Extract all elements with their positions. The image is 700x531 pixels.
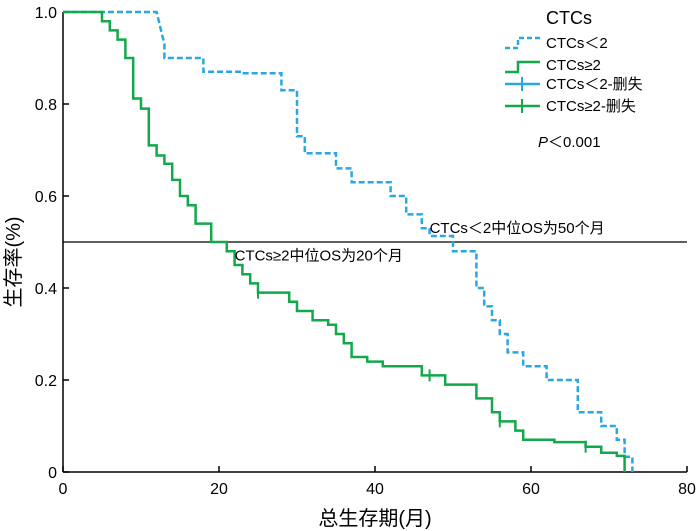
x-ticks: 0 20 40 60 80	[59, 466, 696, 498]
y-tick-label: 0.6	[35, 189, 57, 206]
legend-label-ctcs-ge2: CTCs≥2	[546, 57, 601, 74]
legend-label-ctcs-lt2-censor: CTCs＜2-删失	[546, 76, 643, 93]
legend-swatch-ctcs-lt2	[505, 36, 540, 50]
curve-ctcs-lt2	[63, 10, 634, 472]
censor-marks	[257, 286, 587, 453]
p-value: P＜0.001	[538, 134, 601, 151]
x-tick-label: 0	[59, 481, 68, 498]
median-os-annotation-lt2: CTCs＜2中位OS为50个月	[430, 220, 605, 237]
y-tick-label: 0.2	[35, 373, 57, 390]
x-axis-title: 总生存期(月)	[318, 507, 431, 530]
y-tick-label: 0.4	[35, 281, 57, 298]
legend-title: CTCs	[546, 8, 592, 28]
y-tick-label: 1.0	[35, 5, 57, 22]
legend-swatch-ctcs-ge2	[505, 60, 540, 74]
x-tick-label: 40	[366, 481, 384, 498]
legend: CTCs CTCs＜2 CTCs≥2 CTCs＜2-删失 CTCs≥2-删失 P…	[505, 8, 643, 151]
y-ticks: 0 0.2 0.4 0.6 0.8 1.0	[35, 5, 69, 482]
legend-label-ctcs-ge2-censor: CTCs≥2-删失	[546, 98, 636, 115]
y-tick-label: 0.8	[35, 97, 57, 114]
p-value-symbol: P	[538, 134, 548, 151]
y-axis-title: 生存率(%)	[2, 216, 25, 307]
y-tick-label: 0	[48, 465, 57, 482]
legend-label-ctcs-lt2: CTCs＜2	[546, 35, 608, 52]
median-os-annotation-ge2: CTCs≥2中位OS为20个月	[235, 247, 403, 264]
p-value-text: ＜0.001	[548, 134, 601, 151]
x-tick-label: 80	[678, 481, 696, 498]
x-tick-label: 20	[210, 481, 228, 498]
x-tick-label: 60	[522, 481, 540, 498]
